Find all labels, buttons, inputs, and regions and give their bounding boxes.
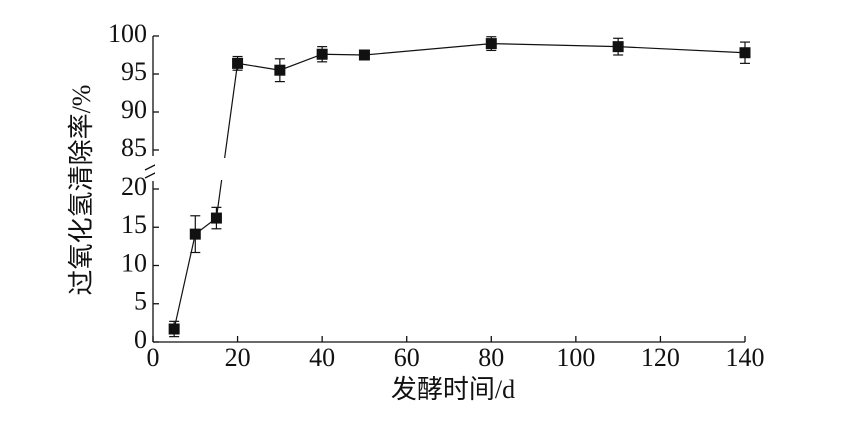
x-tick-label: 40	[309, 343, 335, 372]
marker	[210, 212, 222, 224]
x-axis-label: 发酵时间/d	[391, 375, 515, 404]
y-tick-label: 90	[121, 95, 147, 124]
marker	[168, 323, 180, 335]
x-tick-label: 0	[147, 343, 160, 372]
marker	[316, 48, 328, 60]
marker	[232, 57, 244, 69]
marker	[274, 64, 286, 76]
y-tick-label: 20	[121, 172, 147, 201]
y-tick-label: 15	[121, 210, 147, 239]
x-tick-label: 120	[641, 343, 680, 372]
x-tick-label: 60	[394, 343, 420, 372]
y-tick-label: 5	[134, 287, 147, 316]
x-tick-label: 20	[225, 343, 251, 372]
x-tick-label: 80	[478, 343, 504, 372]
y-tick-label: 85	[121, 133, 147, 162]
y-tick-label: 0	[134, 325, 147, 354]
x-tick-label: 140	[726, 343, 765, 372]
marker	[358, 49, 370, 61]
y-tick-label: 95	[121, 57, 147, 86]
y-tick-label: 100	[108, 19, 147, 48]
data-line	[173, 42, 746, 330]
marker	[612, 41, 624, 53]
break-gap	[155, 158, 747, 180]
marker	[189, 228, 201, 240]
x-tick-label: 100	[556, 343, 595, 372]
marker	[485, 38, 497, 50]
y-axis-label: 过氧化氢清除率/%	[67, 85, 96, 296]
y-tick-label: 10	[121, 248, 147, 277]
marker	[739, 47, 751, 59]
